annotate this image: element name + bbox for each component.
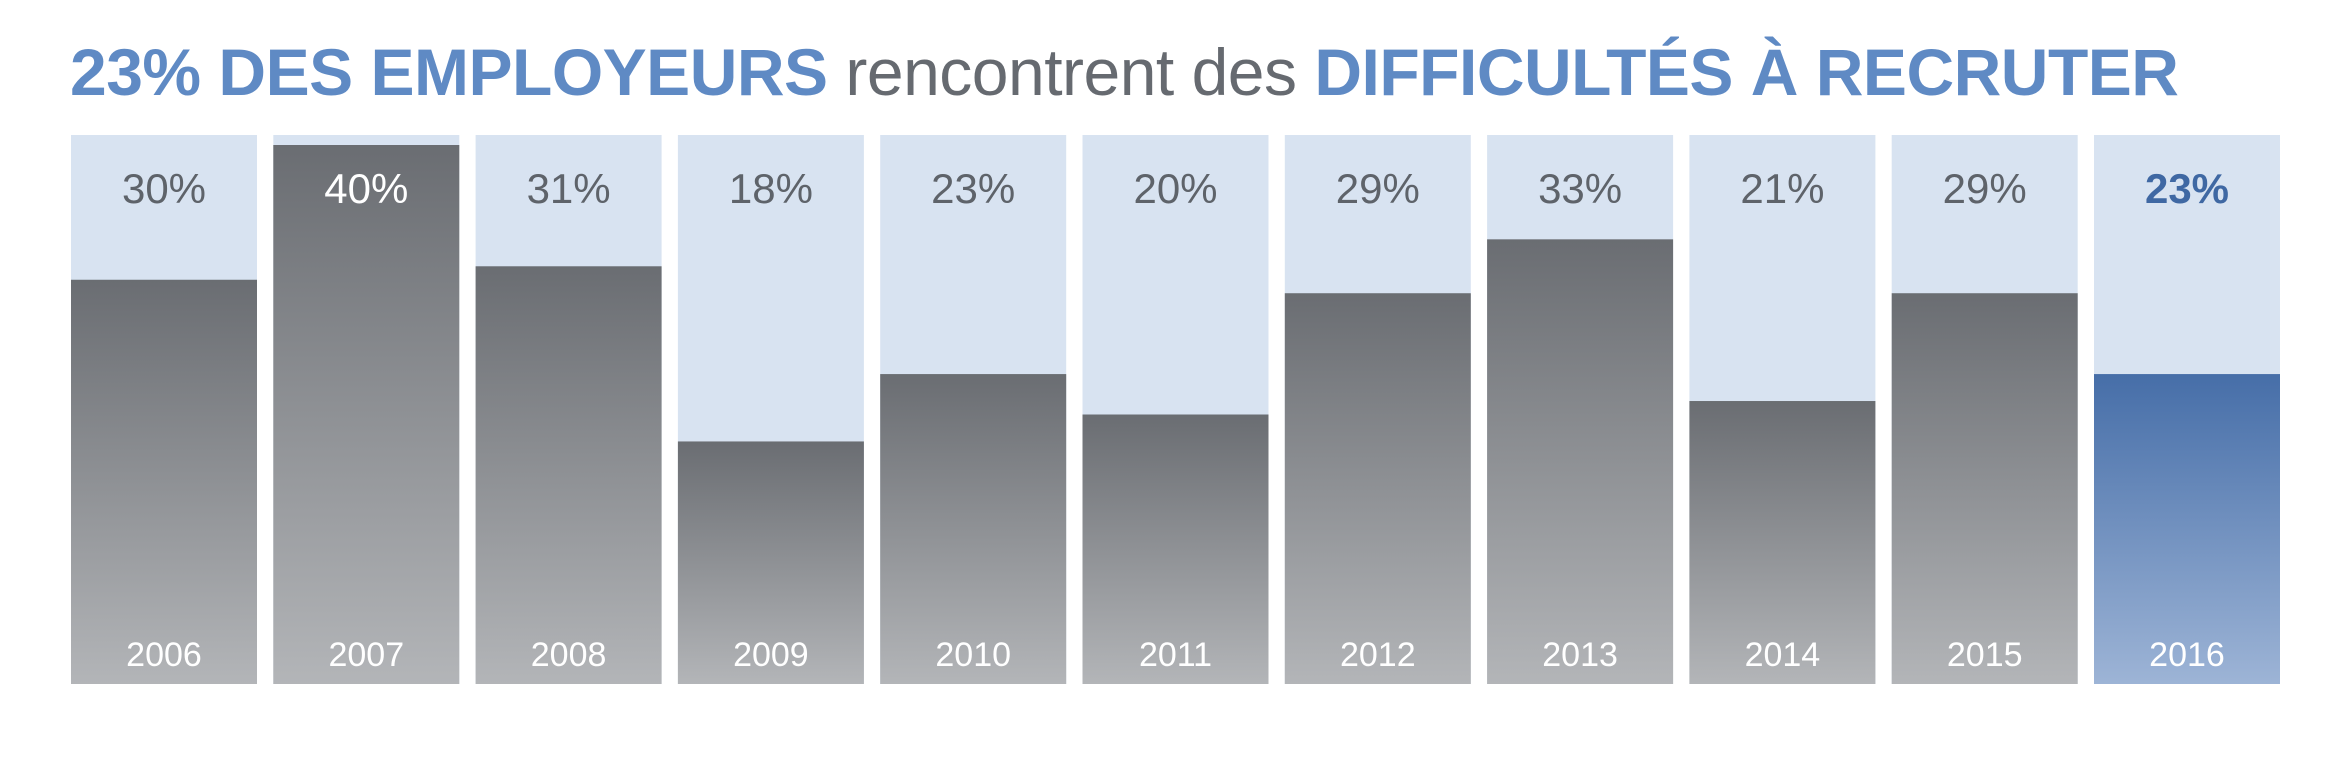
value-label-2009: 18%	[729, 165, 813, 212]
value-label-2012: 29%	[1336, 165, 1420, 212]
bar-2015	[1891, 293, 2078, 684]
bar-2010	[880, 374, 1067, 684]
bar-2013	[1487, 239, 1674, 684]
category-label-2012: 2012	[1340, 636, 1416, 674]
value-label-2015: 29%	[1943, 165, 2027, 212]
bar-2014	[1689, 401, 1876, 684]
bar-2009	[677, 441, 864, 684]
value-label-2013: 33%	[1538, 165, 1622, 212]
category-label-2007: 2007	[328, 636, 404, 674]
title-connector-text: rencontrent des	[845, 35, 1297, 109]
bar-2012	[1284, 293, 1471, 684]
category-label-2010: 2010	[935, 636, 1011, 674]
value-label-2008: 31%	[527, 165, 611, 212]
category-label-2015: 2015	[1947, 636, 2023, 674]
category-label-2006: 2006	[126, 636, 202, 674]
bar-2008	[475, 266, 662, 684]
category-label-2016: 2016	[2149, 636, 2225, 674]
value-label-2006: 30%	[122, 165, 206, 212]
value-label-2010: 23%	[931, 165, 1015, 212]
category-label-2009: 2009	[733, 636, 809, 674]
value-label-2016: 23%	[2145, 165, 2229, 212]
bars-group: 30% 2006 40% 2007 31% 2008 18% 2009 23% 2010 20% 20…	[71, 135, 2280, 684]
category-label-2008: 2008	[531, 636, 607, 674]
category-label-2013: 2013	[1542, 636, 1618, 674]
page-title: 23% DES EMPLOYEURS rencontrent des DIFFI…	[70, 30, 2179, 114]
title-highlight-employeurs: 23% DES EMPLOYEURS	[70, 35, 828, 109]
bar-2016	[2094, 374, 2280, 684]
category-label-2011: 2011	[1139, 636, 1212, 674]
value-label-2007: 40%	[324, 165, 408, 212]
category-label-2014: 2014	[1745, 636, 1821, 674]
title-highlight-difficultes: DIFFICULTÉS À RECRUTER	[1314, 35, 2179, 109]
bar-2007	[273, 145, 460, 684]
bar-2006	[71, 279, 257, 684]
bar-2011	[1082, 414, 1269, 684]
value-label-2014: 21%	[1740, 165, 1824, 212]
value-label-2011: 20%	[1133, 165, 1217, 212]
